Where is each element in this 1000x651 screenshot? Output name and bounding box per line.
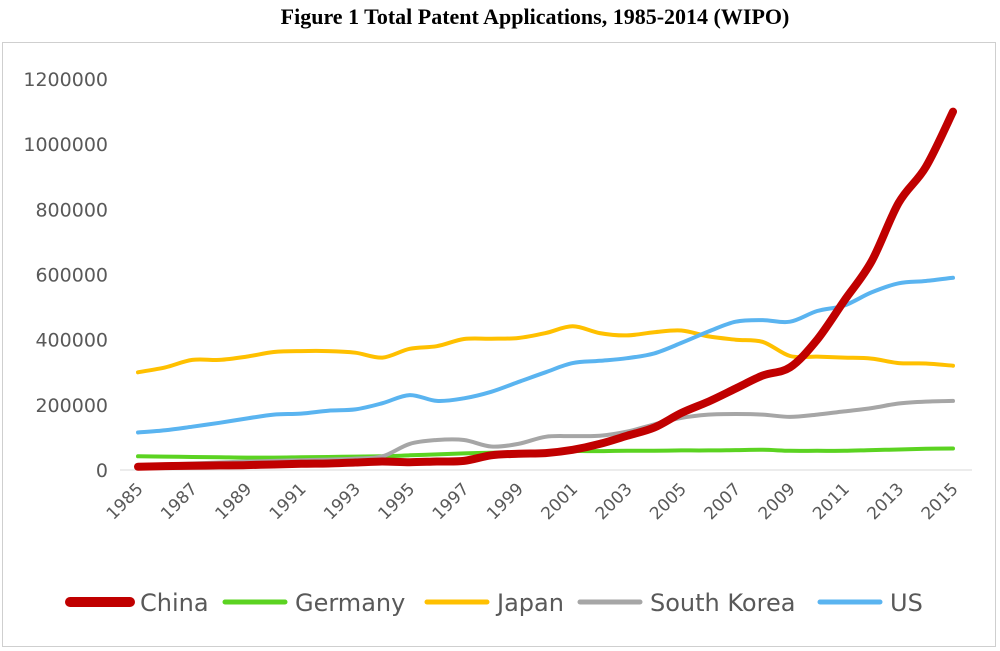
x-tick-label: 2015 (918, 479, 963, 524)
y-tick-label: 1000000 (23, 134, 108, 156)
x-tick-label: 1999 (483, 479, 528, 524)
legend-label: Germany (295, 589, 405, 617)
x-tick-label: 2003 (592, 479, 637, 524)
legend-label: South Korea (650, 589, 795, 617)
y-tick-label: 600000 (35, 265, 108, 287)
legend-label: US (890, 589, 923, 617)
x-tick-label: 1991 (266, 479, 311, 524)
y-tick-label: 0 (96, 460, 108, 482)
x-tick-label: 2007 (700, 479, 745, 524)
legend-label: Japan (495, 589, 564, 617)
x-tick-label: 1993 (320, 479, 365, 524)
legend-label: China (140, 589, 209, 617)
x-tick-label: 1989 (211, 479, 256, 524)
x-tick-label: 2001 (537, 479, 582, 524)
y-tick-label: 200000 (35, 395, 108, 417)
x-tick-label: 1997 (429, 479, 474, 524)
y-tick-label: 400000 (35, 330, 108, 352)
y-tick-label: 1200000 (23, 69, 108, 91)
x-tick-label: 2005 (646, 479, 691, 524)
series-line-china (134, 107, 957, 471)
x-tick-label: 1987 (157, 479, 202, 524)
series-line-japan (136, 324, 955, 375)
x-tick-label: 2011 (809, 479, 854, 524)
chart-title: Figure 1 Total Patent Applications, 1985… (280, 4, 790, 29)
series-line-us (136, 275, 955, 435)
x-tick-label: 2009 (755, 479, 800, 524)
x-tick-label: 2013 (863, 479, 908, 524)
x-tick-label: 1985 (103, 479, 148, 524)
x-tick-label: 1995 (374, 479, 419, 524)
chart-frame (2, 42, 996, 647)
y-tick-label: 800000 (35, 199, 108, 221)
